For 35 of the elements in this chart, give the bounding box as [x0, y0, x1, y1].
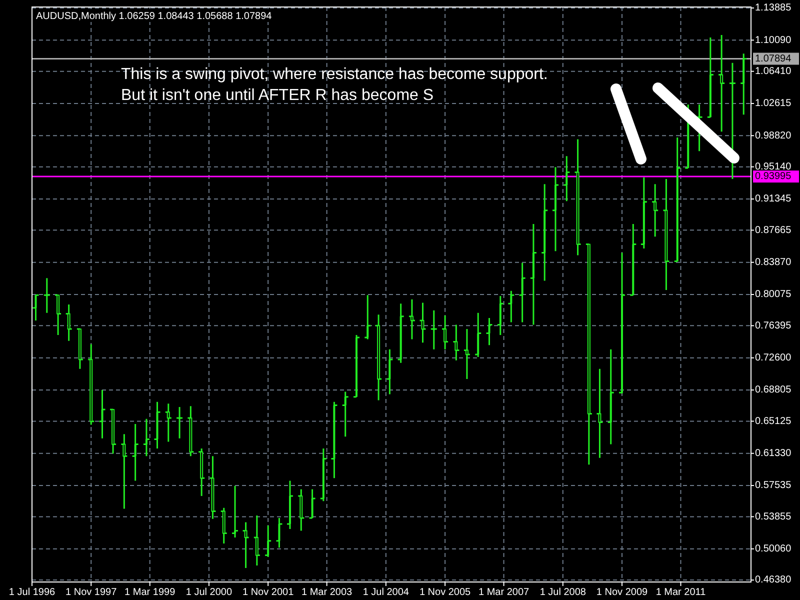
x-tick-label: 1 Nov 2001 — [242, 587, 294, 598]
y-tick-label: 0.68805 — [755, 384, 792, 396]
x-tick-label: 1 Nov 1997 — [66, 587, 118, 598]
y-tick-label: 0.91345 — [755, 194, 792, 205]
x-tick-label: 1 Jul 2008 — [540, 587, 586, 598]
chart-title: AUDUSD,Monthly 1.06259 1.08443 1.05688 1.07894 — [36, 11, 272, 22]
x-tick-label: 1 Mar 2011 — [656, 587, 706, 598]
y-tick-label: 0.57535 — [755, 480, 792, 492]
y-tick-label: 0.95140 — [755, 161, 792, 172]
x-tick-label: 1 Mar 1999 — [124, 587, 176, 598]
y-tick-label: 1.13885 — [755, 2, 792, 14]
x-tick-label: 1 Mar 2003 — [302, 587, 353, 598]
y-tick-label: 0.53855 — [755, 511, 792, 522]
y-tick-label: 0.50060 — [755, 544, 792, 555]
y-tick-label: 0.61330 — [755, 448, 792, 459]
y-tick-label: 0.65125 — [755, 416, 792, 427]
y-tick-label: 0.46380 — [755, 574, 792, 586]
y-tick-label: 0.80075 — [755, 289, 792, 300]
x-tick-label: 1 Jul 2000 — [186, 587, 232, 598]
y-tick-label: 0.98820 — [755, 130, 792, 142]
y-tick-label: 1.10090 — [755, 34, 792, 46]
y-tick-label: 1.06410 — [755, 66, 792, 77]
y-tick-label: 0.83870 — [755, 256, 792, 268]
y-tick-label: 0.87665 — [755, 224, 792, 236]
x-tick-label: 1 Nov 2005 — [419, 587, 472, 598]
y-tick-label: 1.02615 — [755, 98, 792, 110]
x-tick-label: 1 Mar 2007 — [478, 587, 530, 598]
y-tick-label: 0.76395 — [755, 320, 792, 332]
ref-line-label: 0.93995 — [755, 171, 792, 182]
x-tick-label: 1 Nov 2009 — [596, 587, 648, 598]
ref-line-label: 1.07894 — [755, 53, 792, 64]
annotation: This is a swing pivot, where resistance has become support. But it isn't one until AFTER R has become S — [121, 66, 548, 104]
x-tick-label: 1 Jul 1996 — [8, 587, 56, 598]
y-tick-label: 0.72600 — [755, 352, 792, 364]
x-tick-label: 1 Jul 2004 — [362, 587, 410, 598]
